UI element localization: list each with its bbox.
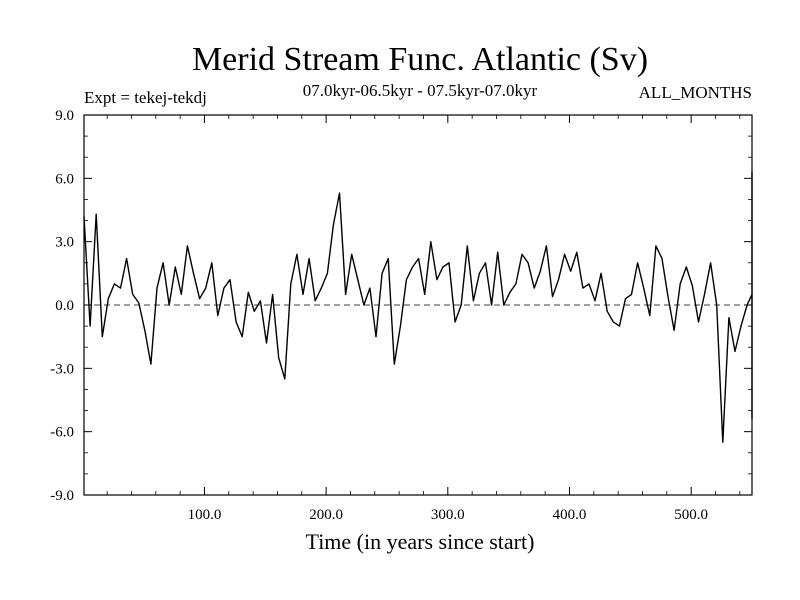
x-axis-label: Time (in years since start): [306, 529, 535, 554]
y-tick-label: 3.0: [55, 235, 74, 251]
chart-title: Merid Stream Func. Atlantic (Sv): [192, 41, 648, 78]
period-label: 07.0kyr-06.5kyr - 07.5kyr-07.0kyr: [303, 81, 538, 100]
y-tick-label: 6.0: [55, 171, 74, 187]
plot-frame: [83, 114, 753, 496]
y-tick-label: -9.0: [50, 488, 74, 504]
x-tick-label: 400.0: [553, 507, 587, 523]
x-tick-label: 100.0: [188, 507, 222, 523]
x-tick-label: 300.0: [431, 507, 465, 523]
y-tick-label: 9.0: [55, 108, 74, 124]
series-line: [83, 171, 753, 443]
y-tick-label: 0.0: [55, 298, 74, 314]
y-tick-label: -3.0: [50, 361, 74, 377]
x-tick-label: 500.0: [674, 507, 708, 523]
months-label: ALL_MONTHS: [639, 83, 752, 102]
experiment-label: Expt = tekej-tekdj: [84, 88, 207, 107]
x-tick-label: 200.0: [309, 507, 343, 523]
y-tick-label: -6.0: [50, 425, 74, 441]
